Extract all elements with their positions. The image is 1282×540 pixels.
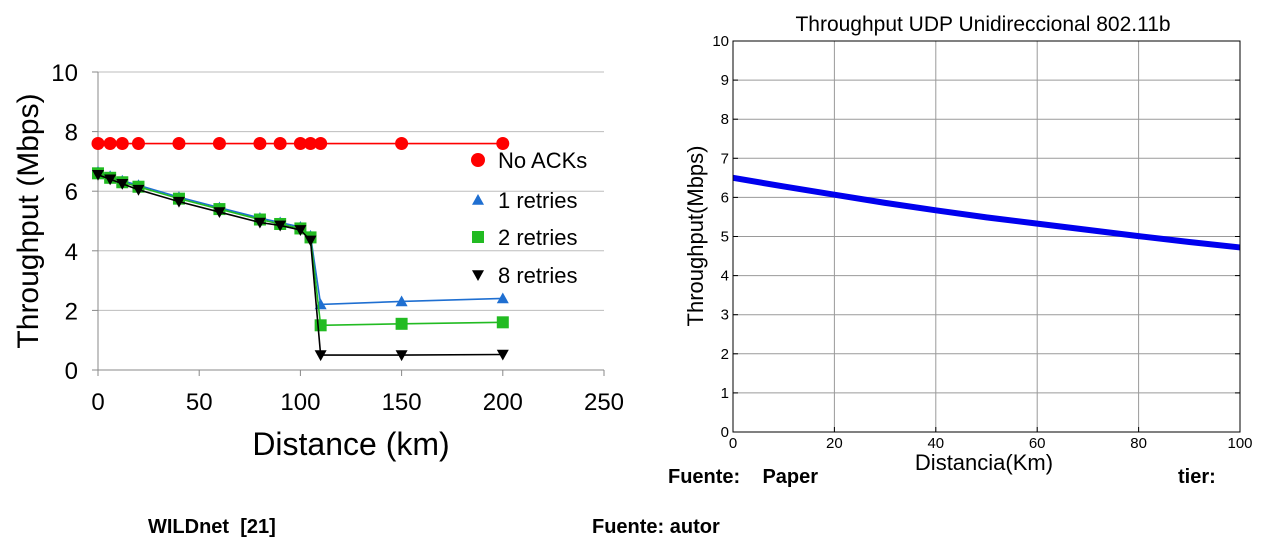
caption-tier: tier:: [1178, 466, 1216, 488]
right-x-tick-label: 100: [1227, 435, 1252, 452]
right-y-tick-label: 2: [721, 346, 729, 363]
right-x-tick-label: 0: [729, 435, 737, 452]
left-data-point: [103, 137, 117, 151]
right-x-tick-label: 20: [826, 435, 843, 452]
left-data-point: [395, 317, 408, 330]
left-x-axis-label: Distance (km): [252, 426, 449, 462]
caption-source-author: Fuente: autor: [592, 516, 720, 538]
left-legend-marker: [472, 194, 484, 205]
left-data-point: [395, 295, 408, 307]
left-data-point: [304, 235, 317, 247]
left-x-tick-label: 50: [186, 389, 213, 416]
right-x-tick-label: 40: [927, 435, 944, 452]
right-chart: Throughput UDP Unidireccional 802.11b 0 1…: [683, 13, 1253, 475]
left-legend-marker: [471, 153, 485, 167]
left-data-point: [496, 349, 509, 361]
left-x-tick-label: 150: [382, 389, 422, 416]
caption-wildnet: WILDnet [21]: [148, 516, 276, 538]
left-data-point: [116, 178, 129, 190]
left-data-point: [92, 170, 104, 181]
left-data-point: [314, 298, 327, 310]
right-y-tick-label: 7: [721, 150, 729, 167]
left-y-tick-label: 0: [65, 358, 78, 385]
left-legend-label: 8 retries: [498, 263, 577, 288]
left-data-point: [131, 137, 145, 151]
left-data-point: [496, 137, 510, 151]
left-y-tick-label: 8: [65, 120, 78, 147]
right-y-tick-label: 3: [721, 307, 729, 324]
left-data-point: [496, 316, 509, 329]
left-data-point: [314, 350, 327, 362]
left-legend: No ACKs 1 retries 2 retries 8 retries: [471, 148, 587, 288]
left-y-tick-label: 2: [65, 298, 78, 325]
left-y-axis-label: Throughput (Mbps): [12, 93, 45, 348]
right-x-tick-label: 60: [1029, 435, 1046, 452]
right-y-tick-label: 10: [712, 33, 729, 50]
left-data-point: [213, 207, 226, 219]
right-y-axis-label: Throughput(Mbps): [683, 146, 708, 327]
left-series-line: [97, 171, 503, 306]
left-data-point: [395, 137, 409, 151]
left-legend-label: 2 retries: [498, 225, 577, 250]
right-y-tick-label: 6: [721, 189, 729, 206]
left-data-point: [293, 137, 307, 151]
left-data-point: [91, 137, 105, 151]
left-legend-label: No ACKs: [498, 148, 587, 173]
right-y-tick-label: 4: [721, 268, 729, 285]
left-data-point: [253, 137, 267, 151]
left-x-tick-label: 250: [584, 389, 624, 416]
right-series-line: [732, 174, 1241, 251]
left-data-point: [294, 225, 307, 236]
left-data-point: [496, 292, 509, 304]
left-data-point: [314, 137, 328, 151]
right-series: [732, 174, 1241, 251]
right-x-axis-label: Distancia(Km): [915, 450, 1053, 475]
right-chart-title: Throughput UDP Unidireccional 802.11b: [795, 13, 1170, 36]
left-data-point: [104, 174, 117, 186]
left-legend-label: 1 retries: [498, 188, 577, 213]
left-y-tick-label: 6: [65, 179, 78, 206]
left-data-point: [115, 137, 129, 151]
left-x-tick-label: 100: [280, 389, 320, 416]
right-y-tick-label: 5: [721, 229, 729, 246]
left-data-point: [273, 137, 287, 151]
left-series-line: [97, 174, 503, 356]
right-y-tick-label: 0: [721, 424, 729, 441]
left-x-tick-label: 200: [483, 389, 523, 416]
right-x-tick-label: 80: [1130, 435, 1147, 452]
right-y-tick-label: 8: [721, 111, 729, 128]
left-legend-marker: [472, 231, 484, 243]
left-data-point: [314, 319, 327, 332]
left-x-tick-label: 0: [91, 389, 104, 416]
left-y-tick-label: 10: [51, 60, 78, 87]
left-series: [91, 137, 510, 362]
left-y-tick-label: 4: [65, 239, 78, 266]
left-data-point: [274, 220, 287, 232]
caption-source-paper: Fuente: Paper: [668, 466, 819, 488]
left-data-point: [172, 137, 186, 151]
left-data-point: [132, 184, 145, 196]
right-y-tick-label: 1: [721, 385, 729, 402]
left-gridlines: [98, 71, 604, 311]
right-y-tick-label: 9: [721, 72, 729, 89]
left-data-point: [304, 137, 318, 151]
left-data-point: [172, 196, 185, 208]
left-data-point: [212, 137, 226, 151]
left-legend-marker: [472, 270, 484, 281]
left-data-point: [253, 217, 266, 229]
left-data-point: [395, 350, 408, 362]
